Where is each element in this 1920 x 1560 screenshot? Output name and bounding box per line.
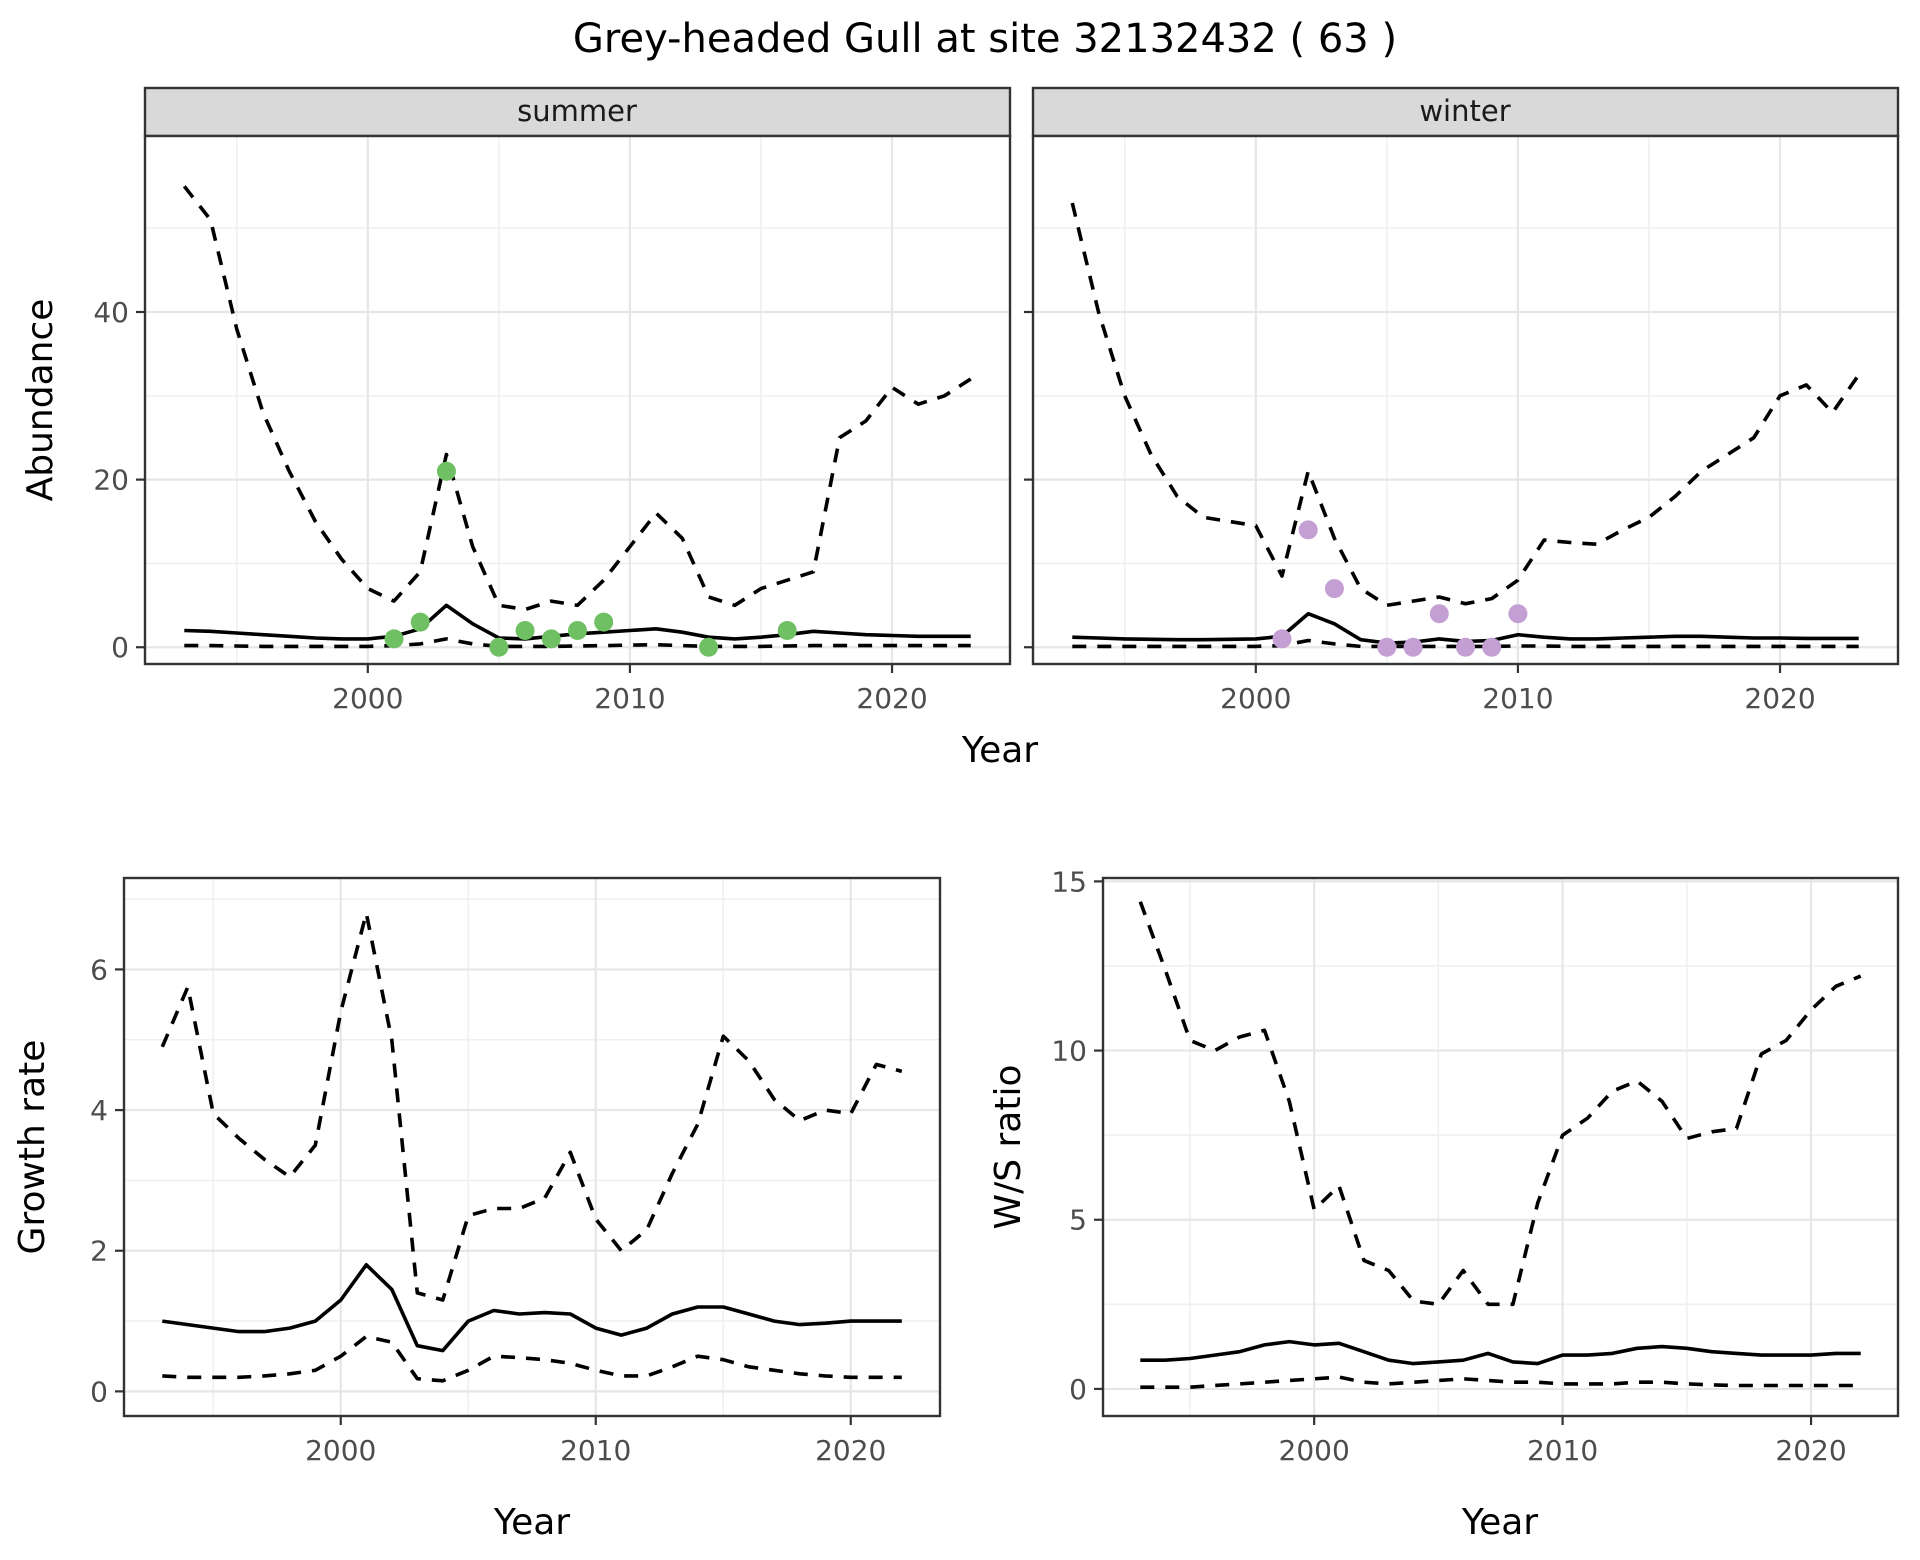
facet-strip-winter-label: winter bbox=[1419, 94, 1510, 128]
observation-point bbox=[1508, 604, 1528, 624]
facet-strip-summer: summer bbox=[143, 86, 1012, 138]
y-tick-label: 6 bbox=[90, 953, 108, 986]
y-tick-label: 4 bbox=[90, 1094, 108, 1127]
y-tick-label: 0 bbox=[90, 1375, 108, 1408]
y-tick-label: 2 bbox=[90, 1235, 108, 1268]
panel-background bbox=[1033, 136, 1898, 664]
facet-strip-summer-label: summer bbox=[517, 94, 637, 128]
y-tick-label: 40 bbox=[93, 296, 129, 329]
observation-point bbox=[1377, 637, 1397, 657]
series-upper_ci-line bbox=[160, 911, 903, 1302]
observation-point bbox=[515, 620, 535, 640]
observation-point bbox=[541, 629, 561, 649]
x-tick-label: 2020 bbox=[1744, 682, 1815, 715]
x-tick-label: 2010 bbox=[594, 682, 665, 715]
observation-point bbox=[1456, 637, 1475, 657]
x-tick-label: 2000 bbox=[1279, 1434, 1350, 1467]
x-tick-label: 2000 bbox=[332, 682, 403, 715]
abundance-winter-panel: 2000 2010 2020 bbox=[1024, 134, 1900, 715]
panel-background bbox=[1103, 878, 1898, 1416]
observation-point bbox=[1403, 637, 1423, 657]
observation-point bbox=[594, 612, 614, 632]
observation-point bbox=[410, 612, 430, 632]
ws-ratio-panel: 2000 2010 2020 0 5 10 15 bbox=[1051, 865, 1900, 1467]
series-lower_ci-line bbox=[1072, 638, 1859, 649]
growth-rate-y-axis-title: Growth rate bbox=[12, 1040, 53, 1255]
x-tick-label: 2000 bbox=[1220, 682, 1291, 715]
y-tick-label: 10 bbox=[1051, 1035, 1087, 1068]
y-tick-label: 0 bbox=[111, 631, 129, 664]
top-x-axis-title: Year bbox=[961, 730, 1038, 771]
x-tick-label: 2000 bbox=[305, 1434, 376, 1467]
observation-point bbox=[436, 461, 456, 481]
growth-rate-x-axis-title: Year bbox=[493, 1502, 570, 1543]
x-tick-label: 2020 bbox=[815, 1434, 886, 1467]
x-tick-label: 2020 bbox=[856, 682, 927, 715]
observation-point bbox=[1272, 629, 1292, 649]
growth-rate-panel: 2000 2010 2020 0 2 4 6 bbox=[90, 876, 942, 1467]
observation-point bbox=[1298, 520, 1318, 540]
y-tick-label: 0 bbox=[1069, 1373, 1087, 1406]
series-lower_ci-line bbox=[162, 1334, 902, 1383]
ws-ratio-y-axis-title: W/S ratio bbox=[988, 1064, 1029, 1229]
y-tick-label: 20 bbox=[93, 464, 129, 497]
x-tick-label: 2010 bbox=[560, 1434, 631, 1467]
panel-border bbox=[143, 134, 1012, 666]
panel-border bbox=[1101, 876, 1900, 1418]
observation-point bbox=[489, 637, 509, 657]
observation-point bbox=[568, 620, 587, 640]
y-tick-label: 5 bbox=[1069, 1204, 1087, 1237]
y-tick-label: 15 bbox=[1051, 865, 1087, 898]
panel-border bbox=[1031, 134, 1900, 666]
series-lower_ci-line bbox=[184, 637, 971, 649]
panel-border bbox=[122, 876, 942, 1418]
chart-title: Grey-headed Gull at site 32132432 ( 63 ) bbox=[573, 16, 1397, 62]
facet-strip-summer-background bbox=[143, 86, 1012, 138]
x-tick-label: 2020 bbox=[1775, 1434, 1846, 1467]
observation-point bbox=[1429, 604, 1449, 624]
observation-point bbox=[699, 637, 719, 657]
series-upper_ci-line bbox=[1138, 901, 1862, 1307]
observation-point bbox=[1482, 637, 1502, 657]
series-estimate-line bbox=[1140, 1339, 1861, 1366]
abundance-y-axis-title: Abundance bbox=[20, 299, 61, 502]
facet-strip-winter-background bbox=[1031, 86, 1900, 138]
observation-point bbox=[384, 629, 404, 649]
series-upper_ci-line bbox=[1070, 202, 1861, 608]
series-upper_ci-line bbox=[182, 185, 972, 612]
series-estimate-line bbox=[162, 1263, 902, 1353]
series-lower_ci-line bbox=[1140, 1375, 1861, 1389]
abundance-summer-panel: 2000 2010 2020 0 20 40 bbox=[93, 134, 1012, 715]
observation-point bbox=[1324, 579, 1344, 599]
panel-background bbox=[124, 878, 940, 1416]
x-tick-label: 2010 bbox=[1527, 1434, 1598, 1467]
x-tick-label: 2010 bbox=[1482, 682, 1553, 715]
panel-background bbox=[145, 136, 1010, 664]
facet-strip-winter: winter bbox=[1031, 86, 1900, 138]
observation-point bbox=[777, 620, 797, 640]
ws-ratio-x-axis-title: Year bbox=[1461, 1502, 1538, 1543]
